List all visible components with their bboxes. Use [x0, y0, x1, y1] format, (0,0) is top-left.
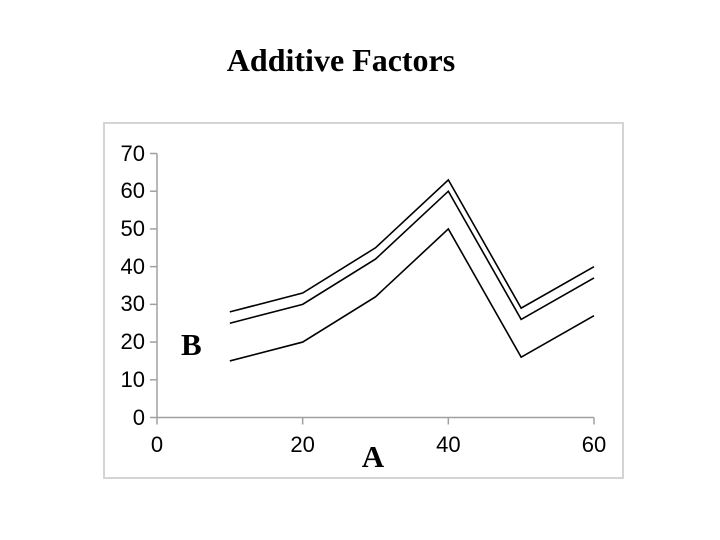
series-annotation-b: B	[181, 327, 202, 362]
x-tick-label: 20	[290, 431, 315, 457]
series-line-B-middle	[229, 189, 595, 324]
x-tick-label: 0	[150, 431, 164, 457]
x-tick-label: 60	[581, 431, 607, 457]
y-tick-label: 60	[120, 178, 145, 204]
series-line-B-top	[229, 178, 595, 313]
y-tick-label: 40	[120, 253, 145, 279]
y-tick-label: 30	[120, 291, 145, 317]
y-tick-label: 0	[132, 404, 145, 430]
x-tick-label: 40	[436, 431, 461, 457]
y-tick-label: 10	[120, 366, 145, 392]
x-axis-title: A	[361, 439, 385, 474]
plot-frame	[103, 122, 624, 479]
y-tick-label: 70	[120, 140, 145, 166]
y-tick-label: 20	[120, 329, 145, 355]
chart-title: Additive Factors	[226, 42, 456, 78]
y-tick-label: 50	[120, 215, 145, 241]
series-line-B-bottom	[229, 227, 595, 362]
